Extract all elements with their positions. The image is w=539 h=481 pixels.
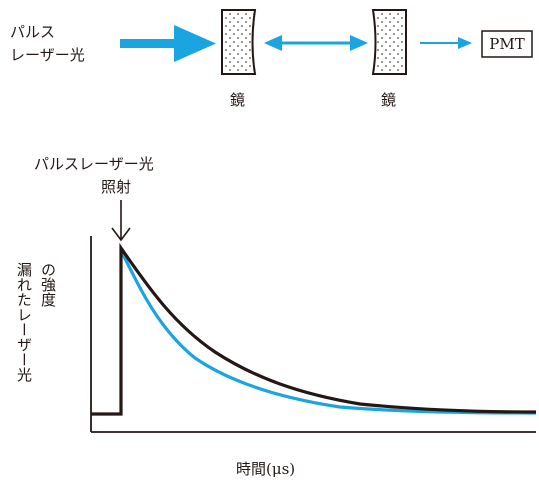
pmt-label: PMT <box>489 35 525 53</box>
decay-curve-black <box>91 242 537 416</box>
laser-input-arrow <box>120 25 216 62</box>
pmt-box <box>481 30 533 58</box>
pulse-down-arrow <box>111 200 131 242</box>
graph-axes <box>90 236 536 433</box>
pulse-annotation-line1: パルスレーザー光 <box>34 155 154 173</box>
laser-label-line2: レーザー光 <box>10 46 85 64</box>
y-axis-label-line2: の強度 <box>39 262 57 307</box>
pulse-annotation-line2: 照射 <box>101 178 132 196</box>
x-axis-label: 時間(μs) <box>236 460 296 478</box>
decay-curve-blue <box>119 249 537 415</box>
mirror-right <box>371 9 407 75</box>
laser-label-line1: パルス <box>10 23 56 41</box>
mirror-left-label: 鏡 <box>230 91 246 109</box>
output-arrow <box>420 37 472 49</box>
y-axis-label-line1: 漏れたレーザー光 <box>15 262 33 382</box>
cavity-double-arrow <box>264 35 368 51</box>
mirror-right-label: 鏡 <box>381 91 397 109</box>
mirror-left <box>221 9 257 75</box>
